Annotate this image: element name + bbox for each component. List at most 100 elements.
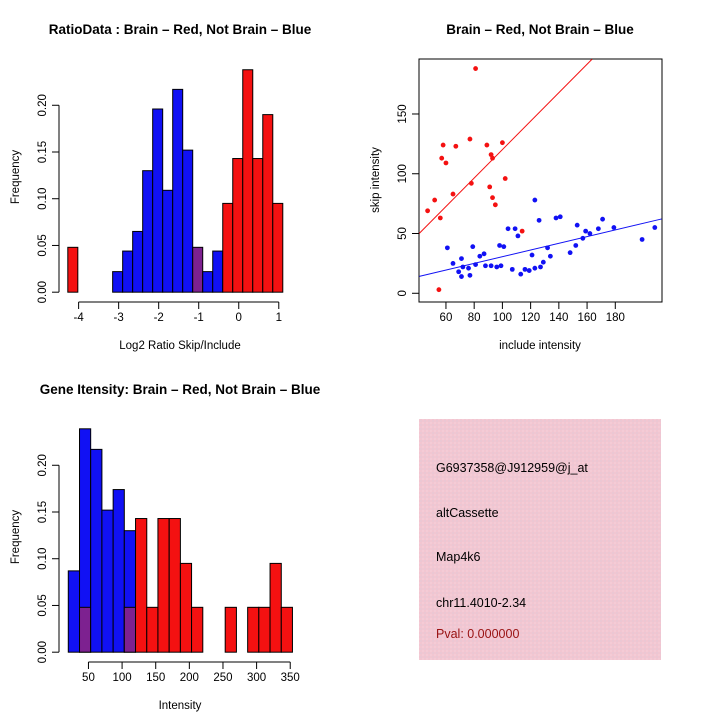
data-point-blue	[526, 268, 532, 273]
gene-intensity-histogram-panel: Gene Itensity: Brain – Red, Not Brain – …	[0, 360, 360, 720]
histogram-bar-red	[135, 518, 148, 653]
histogram-bar-red	[168, 518, 181, 653]
histogram-bar-blue	[67, 570, 81, 653]
histogram-bar-red	[146, 606, 159, 653]
histogram-bar-blue	[142, 170, 154, 293]
chart-title: Brain – Red, Not Brain – Blue	[446, 22, 634, 37]
y-tick-label: 50	[397, 227, 409, 240]
splice-type-text: altCassette	[436, 506, 499, 520]
data-point-blue	[481, 251, 487, 257]
x-tick-label: 300	[247, 672, 266, 684]
data-point-blue	[583, 228, 589, 234]
histogram-bar-red	[262, 114, 274, 293]
data-point-blue	[532, 197, 538, 203]
histogram-bar-blue	[112, 489, 125, 653]
data-point-blue	[505, 226, 511, 232]
fit-line-red	[418, 58, 593, 234]
ratio-histogram-chart: RatioData : Brain – Red, Not Brain – Blu…	[10, 22, 312, 352]
y-tick-label: 0.10	[37, 548, 49, 570]
data-point-blue	[488, 263, 494, 269]
data-point-blue	[467, 272, 473, 278]
intensity-scatter-panel: Brain – Red, Not Brain – Blue include in…	[360, 0, 720, 360]
x-tick-label: 100	[493, 312, 512, 324]
data-point-blue	[466, 265, 471, 271]
data-point-red	[436, 287, 442, 293]
data-point-blue	[494, 264, 500, 270]
chart-title: Gene Itensity: Brain – Red, Not Brain – …	[40, 382, 321, 397]
data-point-red	[492, 202, 498, 208]
data-point-red	[490, 155, 495, 161]
data-point-red	[467, 136, 473, 142]
x-tick-label: -4	[73, 312, 84, 324]
histogram-bar-blue	[182, 149, 194, 293]
x-tick-label: 0	[236, 312, 242, 324]
data-point-red	[519, 228, 525, 234]
histogram-bar-blue	[162, 189, 174, 293]
x-tick-label: 80	[468, 312, 481, 324]
data-point-blue	[497, 243, 502, 248]
data-point-blue	[587, 231, 593, 236]
gene-info-box: G6937358@J912959@j_at altCassette Map4k6…	[419, 419, 661, 660]
data-point-red	[450, 191, 456, 197]
histogram-bar-blue	[90, 448, 103, 653]
x-tick-label: 150	[146, 672, 165, 684]
x-tick-label: -3	[114, 312, 124, 324]
data-point-blue	[540, 259, 546, 265]
data-point-blue	[456, 269, 462, 275]
histogram-bar-red	[242, 69, 254, 293]
data-point-blue	[574, 222, 580, 228]
chromosome-location-text: chr11.4010-2.34	[436, 596, 527, 610]
histogram-bar-purple	[192, 246, 204, 293]
histogram-bar-blue	[202, 271, 214, 293]
x-tick-label: 1	[276, 312, 282, 324]
chart-title: RatioData : Brain – Red, Not Brain – Blu…	[49, 22, 312, 37]
data-point-blue	[652, 225, 658, 230]
data-point-red	[473, 66, 478, 71]
x-tick-label: 160	[577, 312, 596, 324]
data-point-blue	[532, 265, 538, 271]
histogram-bar-purple	[123, 606, 137, 653]
histogram-bar-red	[224, 606, 237, 653]
data-point-blue	[518, 271, 524, 277]
data-point-blue	[536, 217, 542, 223]
histogram-bar-red	[157, 518, 170, 653]
data-point-red	[490, 195, 495, 201]
data-point-blue	[483, 263, 488, 269]
y-tick-label: 0.10	[37, 188, 49, 210]
histogram-bar-red	[252, 158, 264, 293]
data-point-blue	[573, 243, 579, 248]
data-point-blue	[444, 245, 450, 251]
y-tick-label: 150	[397, 104, 409, 123]
y-axis-label: skip intensity	[370, 147, 382, 213]
y-tick-label: 0.20	[37, 454, 49, 476]
data-point-red	[432, 197, 438, 203]
gene-name-text: Map4k6	[436, 550, 481, 564]
histogram-bar-blue	[122, 250, 134, 293]
x-tick-label: 180	[606, 312, 625, 324]
probe-id-text: G6937358@J912959@j_at	[436, 461, 588, 475]
y-axis-label: Frequency	[10, 150, 22, 205]
x-tick-label: 120	[521, 312, 540, 324]
data-point-blue	[557, 214, 563, 220]
histogram-bar-red	[67, 246, 79, 293]
data-point-blue	[473, 262, 478, 267]
pvalue-text: Pval: 0.000000	[436, 627, 520, 641]
histogram-bar-blue	[112, 271, 124, 293]
y-tick-label: 100	[397, 164, 409, 183]
data-point-blue	[515, 233, 521, 239]
data-point-red	[453, 143, 459, 149]
y-tick-label: 0.00	[37, 281, 49, 303]
gene-intensity-histogram-chart: Gene Itensity: Brain – Red, Not Brain – …	[10, 382, 321, 712]
x-axis-label: Log2 Ratio Skip/Include	[119, 340, 240, 352]
y-tick-label: 0.05	[37, 234, 49, 256]
data-point-blue	[545, 245, 550, 251]
data-point-blue	[600, 216, 605, 222]
y-tick-label: 0.15	[37, 501, 49, 523]
data-point-red	[468, 180, 474, 186]
x-tick-label: 140	[549, 312, 568, 324]
fit-line-blue	[419, 218, 662, 277]
histogram-bar-purple	[79, 606, 92, 653]
gene-info-panel: G6937358@J912959@j_at altCassette Map4k6…	[360, 360, 720, 720]
histogram-bar-red	[222, 202, 234, 293]
